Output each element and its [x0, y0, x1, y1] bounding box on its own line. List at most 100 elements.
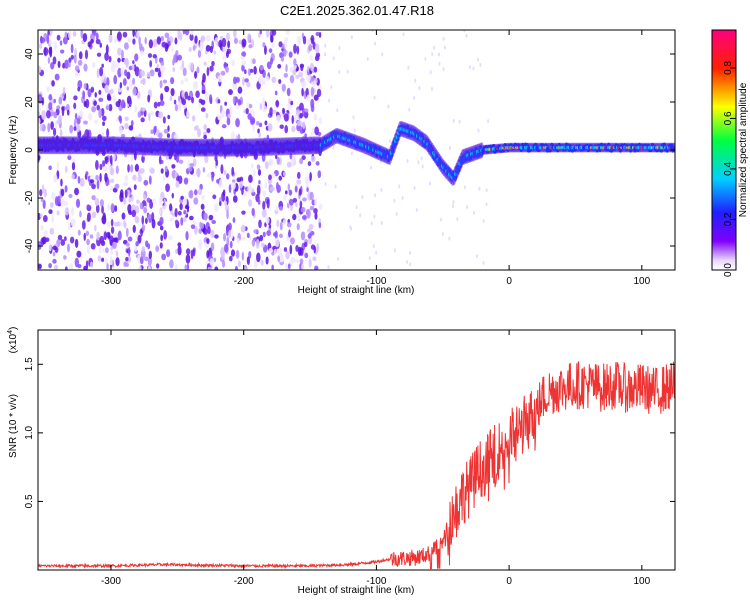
- noise-speck: [235, 104, 239, 110]
- noise-speck: [443, 45, 446, 50]
- noise-speck: [472, 66, 475, 71]
- noise-speck: [373, 95, 376, 100]
- noise-speck: [273, 248, 277, 255]
- noise-speck: [99, 172, 102, 183]
- noise-speck: [220, 164, 224, 175]
- noise-speck: [318, 117, 322, 125]
- noise-speck: [226, 236, 230, 247]
- noise-speck: [247, 33, 252, 43]
- noise-speck: [281, 83, 286, 92]
- noise-speck: [112, 94, 117, 104]
- noise-speck: [147, 265, 152, 270]
- noise-speck: [463, 185, 466, 190]
- noise-speck: [283, 72, 288, 78]
- noise-speck: [124, 189, 128, 199]
- noise-speck: [59, 49, 65, 54]
- noise-speck: [131, 209, 137, 218]
- noise-speck: [229, 106, 233, 115]
- snr-x-tick-label: -200: [234, 576, 254, 587]
- noise-speck: [59, 128, 63, 137]
- noise-speck: [60, 178, 63, 187]
- noise-speck: [74, 238, 79, 248]
- noise-speck: [177, 54, 182, 61]
- noise-speck: [159, 63, 165, 74]
- noise-speck: [265, 256, 269, 265]
- noise-speck: [64, 207, 70, 216]
- noise-speck: [309, 55, 313, 61]
- noise-speck: [183, 177, 189, 185]
- noise-speck: [166, 133, 171, 138]
- noise-speck: [482, 261, 485, 266]
- noise-speck: [189, 162, 195, 168]
- noise-speck: [260, 242, 265, 248]
- noise-speck: [206, 250, 210, 259]
- noise-speck: [174, 170, 178, 178]
- noise-speck: [438, 52, 441, 57]
- noise-speck: [296, 45, 300, 55]
- noise-speck: [132, 77, 136, 85]
- noise-speck: [131, 64, 135, 71]
- noise-speck: [299, 112, 303, 119]
- noise-speck: [417, 160, 420, 165]
- noise-speck: [310, 86, 315, 97]
- noise-speck: [105, 105, 110, 111]
- noise-speck: [127, 203, 132, 213]
- noise-speck: [204, 213, 208, 221]
- noise-speck: [47, 56, 51, 64]
- noise-speck: [236, 238, 240, 245]
- noise-speck: [264, 161, 269, 169]
- noise-speck: [338, 69, 341, 74]
- noise-speck: [150, 111, 154, 116]
- snr-x-tick-label: -300: [101, 576, 121, 587]
- noise-speck: [248, 44, 253, 49]
- colorbar-tick-label: 0.0: [723, 263, 734, 277]
- noise-speck: [306, 38, 312, 46]
- noise-speck: [170, 77, 175, 85]
- noise-speck: [334, 184, 337, 189]
- noise-speck: [63, 255, 67, 260]
- noise-speck: [186, 263, 190, 270]
- noise-speck: [132, 38, 136, 45]
- noise-speck: [251, 191, 256, 197]
- noise-speck: [74, 257, 80, 268]
- noise-speck: [308, 258, 312, 268]
- noise-speck: [232, 217, 236, 224]
- noise-speck: [272, 109, 277, 114]
- noise-speck: [283, 113, 289, 122]
- noise-speck: [93, 100, 97, 106]
- noise-speck: [94, 224, 97, 232]
- spectrogram-x-ticks: -300 -200 -100 0 100: [101, 30, 651, 287]
- noise-speck: [38, 155, 41, 161]
- noise-speck: [39, 123, 43, 132]
- noise-speck: [279, 124, 284, 129]
- noise-speck: [60, 188, 65, 197]
- noise-speck: [387, 104, 390, 109]
- noise-speck: [106, 221, 111, 228]
- noise-speck: [56, 161, 60, 172]
- snr-x-tick-label: -100: [366, 576, 386, 587]
- noise-speck: [165, 183, 170, 192]
- noise-speck: [469, 65, 472, 70]
- noise-speck: [318, 84, 322, 90]
- colorbar-label: Normalized spectral amplitude: [738, 82, 749, 217]
- noise-speck: [255, 238, 260, 249]
- noise-speck: [74, 187, 79, 196]
- noise-speck: [120, 67, 125, 76]
- noise-speck: [372, 244, 375, 249]
- noise-speck: [246, 256, 250, 265]
- noise-speck: [86, 245, 91, 254]
- noise-speck: [190, 249, 194, 260]
- noise-speck: [359, 213, 362, 218]
- noise-speck: [318, 222, 322, 229]
- noise-speck: [152, 54, 157, 59]
- noise-speck: [48, 263, 52, 269]
- noise-speck: [298, 72, 304, 78]
- noise-speck: [487, 119, 490, 124]
- noise-speck: [46, 110, 51, 119]
- noise-speck: [95, 32, 99, 41]
- noise-speck: [123, 261, 127, 267]
- noise-speck: [299, 158, 304, 165]
- noise-speck: [159, 80, 163, 89]
- noise-speck: [53, 174, 58, 183]
- colorbar-frame: [711, 29, 737, 271]
